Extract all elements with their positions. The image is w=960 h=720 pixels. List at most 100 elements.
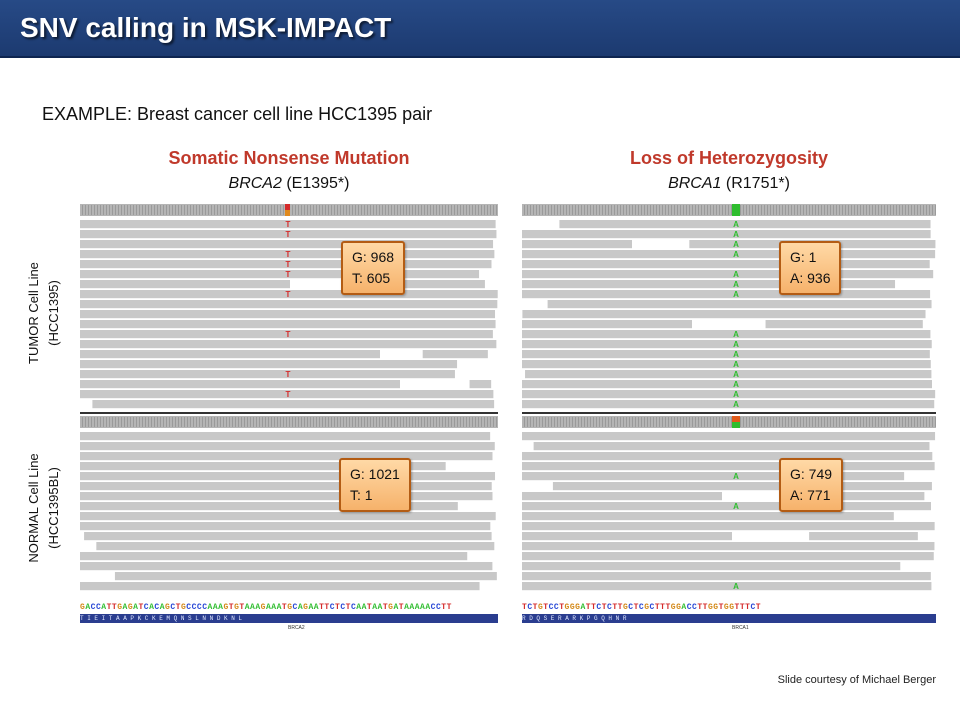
variant-base: A <box>733 582 739 591</box>
reference-base: C <box>607 603 613 612</box>
variant-base: T <box>286 370 291 379</box>
variant-base: A <box>733 230 739 239</box>
allele-count-callout-normal-brca2: G: 1021 T: 1 <box>339 458 411 512</box>
reference-base: A <box>361 603 367 612</box>
sequencing-read <box>522 532 732 541</box>
reference-base: G <box>117 603 123 612</box>
reference-base: A <box>250 603 256 612</box>
reference-base: T <box>319 603 325 612</box>
sequencing-read <box>80 512 496 521</box>
reference-base: A <box>218 603 224 612</box>
amino-acid-track-brca2: T I E I T A A P K C K E M Q N S L N N D … <box>80 614 498 623</box>
reference-base: G <box>303 603 309 612</box>
sequencing-read <box>522 552 934 561</box>
reference-base: T <box>345 603 351 612</box>
reference-base: C <box>430 603 436 612</box>
sequencing-read <box>522 230 931 239</box>
panel-divider <box>80 412 498 414</box>
reference-base: C <box>202 603 208 612</box>
reference-base: T <box>106 603 112 612</box>
reference-base: T <box>591 603 597 612</box>
variant-base: A <box>733 380 739 389</box>
reference-base: T <box>441 603 447 612</box>
reference-base: A <box>356 603 362 612</box>
variant-base: T <box>286 390 291 399</box>
reference-base: G <box>723 603 730 612</box>
reference-base: A <box>580 603 586 612</box>
sequencing-read <box>522 400 935 409</box>
sequencing-read <box>80 390 494 399</box>
coverage-variant-mark <box>732 416 740 422</box>
variant-base: T <box>286 230 291 239</box>
allele-count: A: 771 <box>790 487 831 503</box>
sequencing-read <box>522 512 894 521</box>
variant-base: A <box>733 270 739 279</box>
sequencing-read <box>114 572 497 581</box>
read-pileup <box>80 416 498 591</box>
variant-base: A <box>733 280 739 289</box>
variant-base: A <box>733 240 739 249</box>
sequencing-read <box>80 230 497 239</box>
reference-base: C <box>154 603 160 612</box>
variant-base: T <box>286 330 291 339</box>
sequencing-read <box>469 380 492 389</box>
sequencing-read <box>559 220 931 229</box>
reference-base: A <box>404 603 410 612</box>
sequencing-read <box>809 532 918 541</box>
reference-base: T <box>755 603 762 612</box>
reference-base: T <box>665 603 671 612</box>
reference-base: G <box>223 603 229 612</box>
reference-base: C <box>191 603 197 612</box>
reference-base: G <box>537 603 544 612</box>
reference-base: A <box>101 603 107 612</box>
sequencing-read <box>80 350 380 359</box>
slide-subtitle: EXAMPLE: Breast cancer cell line HCC1395… <box>42 104 433 124</box>
variant-base: T <box>286 260 291 269</box>
reference-sequence-brca2: GACCATTGAGATCACAGCTGCCCCAAAGTGTAAAGAAATG… <box>80 603 498 613</box>
allele-count: G: 749 <box>790 466 833 482</box>
reference-base: C <box>750 603 756 612</box>
variant-base: A <box>733 472 739 481</box>
sequencing-read <box>80 260 492 269</box>
allele-count: G: 1 <box>790 249 817 265</box>
reference-base: T <box>398 603 405 612</box>
sequencing-read <box>80 240 494 249</box>
sequencing-read <box>80 370 455 379</box>
sequencing-read <box>522 260 930 269</box>
reference-base: T <box>718 603 724 612</box>
sequencing-read <box>522 522 935 531</box>
sequencing-read <box>422 350 488 359</box>
variant-base: A <box>733 360 739 369</box>
sequencing-read <box>522 492 722 501</box>
coverage-variant-mark <box>732 422 740 428</box>
reference-base: T <box>111 603 118 612</box>
reference-base: G <box>127 603 134 612</box>
reference-sequence-brca1: TCTGTCCTGGGATTCTCTTGCTCGCTTTGGACCTTGGTGG… <box>522 603 936 613</box>
sequencing-read <box>96 542 495 551</box>
reference-base: C <box>350 603 357 612</box>
sequencing-read <box>80 330 493 339</box>
allele-count: T: 605 <box>352 270 391 286</box>
column-heading-brca1: Loss of Heterozygosity BRCA1 (R1751*) <box>522 148 936 193</box>
sequencing-read <box>80 432 491 441</box>
variant-base: A <box>733 400 739 409</box>
alignment-panel-normal-brca1: A A A <box>522 416 936 600</box>
reference-base: A <box>393 603 399 612</box>
variant-base: T <box>286 250 291 259</box>
reference-base: A <box>265 603 272 612</box>
variant-base: A <box>733 220 739 229</box>
read-pileup: A A A <box>522 416 936 591</box>
variant-base: A <box>733 290 739 299</box>
allele-count: A: 936 <box>790 270 831 286</box>
sequencing-read <box>522 502 931 511</box>
sequencing-read <box>522 390 936 399</box>
reference-base: C <box>527 603 533 612</box>
variant-base: T <box>286 220 291 229</box>
sequencing-read <box>522 572 931 581</box>
reference-base: G <box>670 603 677 612</box>
sequencing-read <box>522 462 935 471</box>
allele-count-callout-normal-brca1: G: 749 A: 771 <box>779 458 844 512</box>
reference-base: A <box>133 603 139 612</box>
